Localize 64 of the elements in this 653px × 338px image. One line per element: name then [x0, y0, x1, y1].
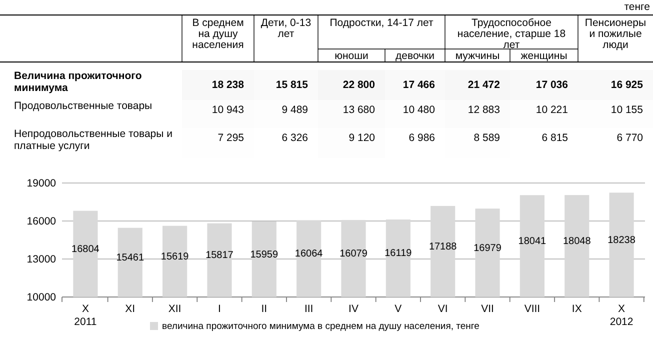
data-label: 8 589 [474, 132, 500, 144]
data-label: 16119 [384, 248, 412, 260]
data-label: 16804 [72, 244, 100, 255]
data-label: 18238 [608, 234, 636, 246]
x-tick-label: III [304, 303, 314, 315]
x-tick-label: IV [348, 303, 358, 315]
data-label: 17 036 [536, 79, 568, 91]
data-label: 16 925 [610, 79, 644, 91]
x-tick-label: I [218, 303, 221, 315]
data-label: 7 295 [218, 132, 244, 144]
data-label: 10 221 [536, 104, 568, 116]
x-tick-label: VII [481, 303, 494, 315]
data-label: 6 770 [616, 132, 644, 144]
data-label: 16079 [340, 248, 368, 260]
data-label: 22 800 [342, 79, 376, 91]
x-tick-label: XI [125, 303, 136, 315]
x-tick-label: X 2012 [610, 303, 634, 328]
text: тенге [624, 1, 650, 13]
legend-label: величина прожиточного минимума в среднем на душу населения, тенге [162, 321, 480, 332]
data-label: 10 480 [402, 104, 436, 116]
x-tick-label: II [261, 303, 268, 315]
x-tick-label: девочки [396, 50, 435, 62]
y-tick-label: Непродовольственные товары и платные услуги [14, 128, 173, 152]
text: Подростки, 14-17 лет [330, 17, 434, 29]
data-label: 17188 [428, 241, 458, 252]
data-label: 6 326 [282, 132, 308, 144]
data-label: 12 883 [468, 104, 500, 116]
data-label: 10 155 [610, 104, 644, 116]
y-tick-label: 10000 [26, 291, 56, 304]
data-label: 18048 [562, 236, 592, 248]
data-label: 17 466 [402, 79, 436, 91]
data-label: 18 238 [212, 79, 244, 91]
data-label: 16064 [294, 248, 324, 260]
data-label: 21 472 [468, 79, 500, 91]
x-tick-label: Дети, 0-13 лет [260, 17, 312, 40]
data-label: 16979 [474, 242, 502, 254]
data-label: 6 815 [542, 132, 568, 144]
x-tick-label: VI [438, 303, 448, 315]
data-label: 15461 [116, 252, 144, 264]
data-label: 15817 [206, 250, 234, 262]
y-tick-label: Величина прожиточного минимума [14, 70, 142, 94]
x-tick-label: Пенсионеры и пожилые люди [584, 17, 646, 51]
y-tick-label: Продовольственные товары [14, 100, 152, 112]
x-tick-label: В среднем на душу населения [192, 17, 244, 51]
x-tick-label: V [394, 303, 402, 315]
x-tick-label: VIII [524, 303, 540, 315]
x-tick-label: юноши [334, 50, 369, 62]
data-label: 18041 [518, 236, 547, 248]
y-tick-label: 13000 [26, 253, 56, 266]
x-tick-label: IX [572, 303, 582, 315]
x-tick-label: X 2011 [74, 303, 97, 328]
x-tick-label: женщины [520, 50, 568, 62]
y-tick-label: 16000 [26, 215, 56, 228]
data-label: 10 943 [212, 104, 244, 116]
data-label: 13 680 [342, 104, 376, 116]
data-label: 6 986 [408, 132, 436, 144]
data-label: 15 815 [276, 79, 308, 91]
data-label: 15619 [160, 251, 190, 262]
data-label: 15959 [250, 249, 278, 260]
data-label: 9 489 [282, 104, 308, 116]
x-tick-label: XII [168, 303, 182, 315]
y-tick-label: 19000 [26, 177, 56, 190]
data-label: 9 120 [348, 132, 376, 144]
x-tick-label: мужчины [455, 50, 500, 62]
